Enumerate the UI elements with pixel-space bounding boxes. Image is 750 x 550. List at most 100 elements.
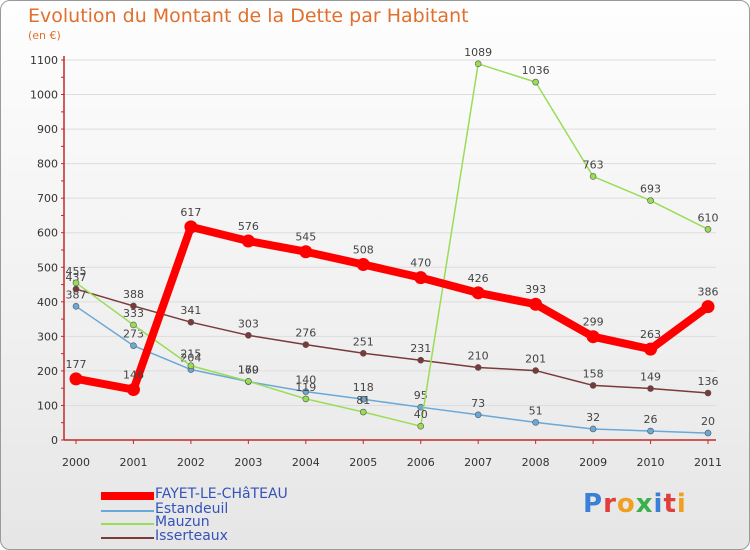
data-point-fayet-le-ch-teau bbox=[701, 300, 715, 314]
data-point-isserteaux bbox=[474, 364, 482, 371]
data-point-isserteaux bbox=[130, 302, 137, 310]
data-label-mauzun: 215 bbox=[180, 348, 201, 361]
data-label-fayet-le-ch-teau: 386 bbox=[698, 286, 719, 299]
data-label-isserteaux: 136 bbox=[698, 375, 719, 388]
data-point-fayet-le-ch-teau bbox=[126, 383, 140, 397]
data-label-fayet-le-ch-teau: 508 bbox=[353, 244, 374, 257]
legend-swatch bbox=[101, 523, 154, 525]
data-label-mauzun: 81 bbox=[356, 394, 370, 407]
data-point-estandeuil bbox=[130, 342, 137, 349]
data-label-estandeuil: 20 bbox=[701, 415, 715, 428]
data-point-isserteaux bbox=[417, 356, 425, 364]
data-point-estandeuil bbox=[474, 411, 482, 419]
x-tick-label: 2003 bbox=[234, 456, 262, 469]
x-tick-label: 2000 bbox=[62, 456, 90, 469]
data-point-mauzun bbox=[417, 422, 425, 430]
data-point-estandeuil bbox=[647, 427, 654, 435]
data-label-estandeuil: 73 bbox=[471, 397, 485, 410]
x-tick-label: 2009 bbox=[579, 456, 607, 469]
x-tick-label: 2001 bbox=[119, 456, 147, 469]
data-point-fayet-le-ch-teau bbox=[471, 286, 485, 300]
data-point-fayet-le-ch-teau bbox=[184, 220, 198, 234]
chart-title: Evolution du Montant de la Dette par Hab… bbox=[28, 5, 469, 27]
data-label-fayet-le-ch-teau: 263 bbox=[640, 328, 661, 341]
series-line-isserteaux bbox=[75, 288, 709, 394]
y-tick-label: 600 bbox=[37, 227, 58, 240]
data-label-isserteaux: 303 bbox=[238, 317, 259, 330]
data-label-isserteaux: 158 bbox=[583, 367, 604, 380]
data-point-isserteaux bbox=[245, 332, 252, 339]
data-label-mauzun: 610 bbox=[698, 211, 719, 224]
data-label-estandeuil: 118 bbox=[353, 381, 374, 394]
data-label-estandeuil: 273 bbox=[123, 328, 144, 341]
data-label-fayet-le-ch-teau: 545 bbox=[295, 231, 316, 244]
series-line-estandeuil bbox=[75, 305, 709, 434]
data-point-isserteaux bbox=[589, 382, 597, 389]
x-tick-label: 2005 bbox=[349, 456, 377, 469]
data-point-fayet-le-ch-teau bbox=[529, 297, 543, 311]
data-label-estandeuil: 140 bbox=[295, 374, 316, 387]
x-tick-label: 2011 bbox=[694, 456, 722, 469]
data-label-estandeuil: 26 bbox=[644, 413, 658, 426]
data-label-isserteaux: 276 bbox=[295, 327, 316, 340]
data-point-fayet-le-ch-teau bbox=[299, 245, 313, 259]
data-point-mauzun bbox=[72, 279, 80, 287]
data-label-estandeuil: 32 bbox=[586, 411, 600, 424]
y-tick-label: 100 bbox=[37, 399, 58, 412]
data-point-estandeuil bbox=[532, 419, 539, 426]
legend-label: Estandeuil bbox=[155, 501, 229, 517]
data-label-fayet-le-ch-teau: 576 bbox=[238, 220, 259, 233]
data-point-mauzun bbox=[474, 60, 482, 68]
y-tick-label: 700 bbox=[37, 192, 58, 205]
data-label-fayet-le-ch-teau: 393 bbox=[525, 283, 546, 296]
data-point-mauzun bbox=[187, 362, 195, 370]
data-label-estandeuil: 387 bbox=[66, 288, 87, 301]
legend-swatch bbox=[101, 510, 154, 512]
data-label-isserteaux: 388 bbox=[123, 288, 144, 301]
legend-label: Mauzun bbox=[155, 514, 210, 530]
data-label-mauzun: 119 bbox=[295, 381, 316, 394]
data-point-mauzun bbox=[359, 408, 367, 416]
x-tick-label: 2007 bbox=[464, 456, 492, 469]
data-label-isserteaux: 201 bbox=[525, 353, 546, 366]
data-label-estandeuil: 169 bbox=[238, 364, 259, 377]
x-tick-label: 2004 bbox=[292, 456, 320, 469]
data-label-mauzun: 1036 bbox=[522, 64, 550, 77]
data-label-fayet-le-ch-teau: 299 bbox=[583, 316, 604, 329]
data-point-fayet-le-ch-teau bbox=[69, 372, 83, 386]
y-tick-label: 0 bbox=[51, 434, 58, 447]
data-label-fayet-le-ch-teau: 470 bbox=[410, 257, 431, 270]
data-label-isserteaux: 149 bbox=[640, 371, 661, 384]
data-point-estandeuil bbox=[589, 425, 597, 433]
y-tick-label: 800 bbox=[37, 158, 58, 171]
data-label-mauzun: 40 bbox=[414, 408, 428, 421]
data-label-isserteaux: 251 bbox=[353, 335, 374, 348]
data-label-estandeuil: 51 bbox=[529, 404, 543, 417]
data-point-mauzun bbox=[532, 78, 539, 86]
legend-swatch bbox=[101, 537, 154, 539]
data-point-isserteaux bbox=[647, 385, 654, 392]
legend-label: FAYET-LE-CHâTEAU bbox=[155, 486, 288, 502]
x-tick-label: 2010 bbox=[637, 456, 665, 469]
data-label-fayet-le-ch-teau: 177 bbox=[66, 358, 87, 371]
data-point-isserteaux bbox=[72, 285, 80, 293]
data-point-isserteaux bbox=[302, 341, 310, 348]
data-point-mauzun bbox=[647, 197, 654, 204]
data-point-fayet-le-ch-teau bbox=[586, 330, 600, 344]
data-label-mauzun: 693 bbox=[640, 183, 661, 196]
y-tick-label: 1100 bbox=[30, 54, 58, 67]
data-label-mauzun: 1089 bbox=[464, 46, 492, 59]
data-label-isserteaux: 437 bbox=[66, 271, 87, 284]
legend-swatch bbox=[101, 492, 154, 500]
y-tick-label: 300 bbox=[37, 330, 58, 343]
data-point-estandeuil bbox=[359, 395, 367, 403]
y-tick-label: 500 bbox=[37, 261, 58, 274]
y-tick-label: 400 bbox=[37, 296, 58, 309]
data-point-fayet-le-ch-teau bbox=[356, 258, 370, 272]
data-label-fayet-le-ch-teau: 617 bbox=[180, 206, 201, 219]
data-point-estandeuil bbox=[302, 388, 310, 395]
proxiti-logo: Proxiti bbox=[583, 489, 687, 519]
data-point-isserteaux bbox=[187, 318, 195, 326]
